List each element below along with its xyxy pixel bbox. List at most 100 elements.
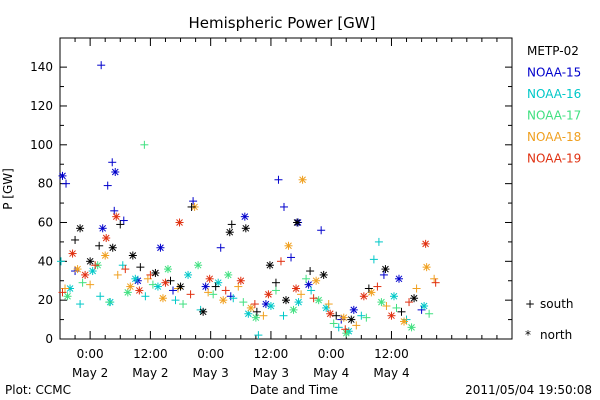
x-axis: 0:00 May 2 12:00 May 2 0:00 May 3 12:00 May 3 0:… — [59, 38, 513, 380]
data-point-north — [289, 305, 298, 314]
data-point-north — [251, 313, 260, 322]
chart-title: Hemispheric Power [GW] — [189, 14, 376, 32]
data-point-south — [148, 280, 157, 289]
y-tick-label: 140 — [30, 60, 53, 74]
data-point-north — [175, 218, 184, 227]
data-point-south — [405, 298, 414, 307]
data-point-north — [284, 241, 293, 250]
data-point-south — [352, 321, 361, 330]
data-point-south — [374, 237, 383, 246]
data-point-south — [334, 323, 343, 332]
data-point-south — [332, 311, 341, 320]
data-point-south — [179, 300, 188, 309]
data-point-south — [216, 243, 225, 252]
data-point-south — [379, 270, 388, 279]
data-point-south — [239, 298, 248, 307]
data-point-south — [382, 301, 391, 310]
data-point-north — [112, 212, 121, 221]
marker-legend: + south * north — [525, 297, 574, 342]
data-point-south — [105, 298, 114, 307]
data-point-north — [339, 313, 348, 322]
data-point-south — [121, 265, 130, 274]
data-point-south — [297, 290, 306, 299]
data-point-south — [209, 290, 218, 299]
data-point-south — [95, 241, 104, 250]
x-tick-date-label: May 3 — [193, 366, 229, 380]
data-point-south — [324, 300, 333, 309]
data-point-south — [357, 311, 366, 320]
data-point-north — [58, 171, 67, 180]
legend-entry: NOAA-18 — [527, 130, 581, 144]
data-point-north — [158, 294, 167, 303]
data-point-south — [119, 216, 128, 225]
legend-entry: NOAA-17 — [527, 109, 581, 123]
data-point-south — [373, 282, 382, 291]
data-point-south — [57, 257, 66, 266]
y-tick-label: 80 — [38, 177, 53, 191]
data-point-south — [58, 288, 67, 297]
data-point-south — [250, 300, 259, 309]
plot-credit: Plot: CCMC — [5, 383, 71, 397]
data-point-north — [88, 267, 97, 276]
data-point-north — [377, 298, 386, 307]
data-point-south — [412, 284, 421, 293]
data-point-south — [171, 296, 180, 305]
data-point-south — [276, 257, 285, 266]
y-tick-label: 40 — [38, 254, 53, 268]
data-point-south — [307, 286, 316, 295]
data-point-south — [279, 311, 288, 320]
data-point-south — [189, 197, 198, 206]
data-point-north — [395, 274, 403, 283]
data-point-north — [304, 280, 313, 289]
data-point-north — [347, 315, 356, 324]
data-point-north — [282, 296, 290, 305]
data-point-north — [240, 212, 249, 221]
data-point-north — [102, 234, 111, 243]
data-point-north — [387, 311, 396, 320]
data-point-south — [302, 274, 311, 283]
data-point-north — [131, 274, 140, 283]
data-point-south — [341, 325, 350, 334]
data-point-north — [319, 270, 328, 279]
legend-entry: NOAA-19 — [527, 152, 581, 166]
y-tick-label: 20 — [38, 293, 53, 307]
marker-legend-label: north — [540, 328, 572, 342]
x-tick-time-label: 0:00 — [77, 347, 104, 361]
data-point-south — [103, 181, 112, 190]
data-point-south — [430, 274, 439, 283]
data-point-north — [153, 282, 162, 291]
data-point-south — [364, 284, 373, 293]
data-point-north — [224, 270, 233, 279]
x-tick-date-label: May 2 — [132, 366, 168, 380]
x-tick-time-label: 0:00 — [318, 347, 345, 361]
data-point-north — [389, 292, 398, 301]
legend: METP-02 NOAA-15 NOAA-16 NOAA-17 NOAA-18 NOAA-… — [527, 44, 581, 166]
data-point-south — [309, 294, 318, 303]
data-point-north — [98, 224, 107, 233]
data-point-south — [362, 313, 371, 322]
data-point-north — [73, 265, 82, 274]
data-point-north — [246, 303, 255, 312]
data-point-south — [204, 288, 213, 297]
data-point-south — [78, 278, 87, 287]
data-point-south — [369, 255, 378, 264]
data-point-south — [274, 175, 283, 184]
data-point-south — [229, 294, 238, 303]
data-point-south — [62, 179, 71, 188]
data-point-north — [314, 296, 323, 305]
data-point-north — [422, 263, 431, 272]
data-point-north — [156, 243, 165, 252]
data-point-north — [161, 278, 170, 287]
data-point-north — [298, 175, 307, 184]
data-point-north — [68, 249, 77, 258]
x-tick-date-label: May 2 — [72, 366, 108, 380]
x-tick-date-label: May 3 — [253, 366, 289, 380]
data-point-north — [81, 270, 90, 279]
data-point-north — [264, 290, 273, 299]
data-point-south — [96, 292, 105, 301]
data-point-north — [326, 309, 335, 318]
data-point-north — [128, 251, 137, 260]
data-point-north — [265, 261, 274, 270]
data-point-north — [294, 298, 303, 307]
